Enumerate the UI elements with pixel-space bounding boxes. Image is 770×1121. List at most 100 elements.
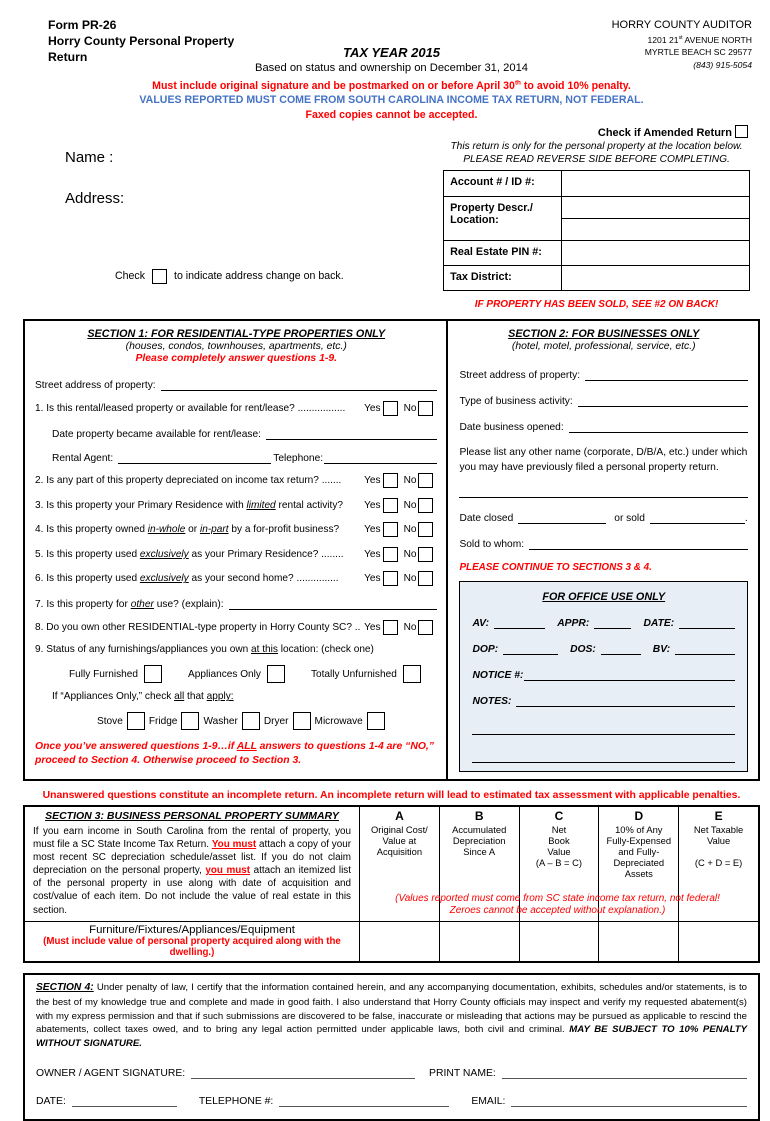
- question-2-no-checkbox[interactable]: [418, 473, 434, 489]
- owner-signature-line[interactable]: [191, 1066, 416, 1080]
- totally-unfurnished-label: Totally Unfurnished: [310, 668, 397, 680]
- date-line-office[interactable]: [679, 616, 735, 629]
- office-use-box: FOR OFFICE USE ONLY AV: APPR: DATE: DOP:…: [459, 580, 748, 772]
- dryer-checkbox[interactable]: [292, 712, 311, 731]
- furniture-value-c-cell[interactable]: [518, 921, 599, 961]
- microwave-checkbox[interactable]: [366, 712, 385, 731]
- property-descr-field-2[interactable]: [562, 219, 749, 240]
- tax-district-field[interactable]: [562, 266, 749, 290]
- question-1-row: 1. Is this rental/leased property or ava…: [35, 400, 437, 416]
- question-2-no-label: No: [403, 475, 417, 487]
- date-line[interactable]: [71, 1094, 177, 1108]
- date-sold-line[interactable]: [649, 511, 745, 524]
- office-notes-row: NOTES:: [472, 694, 735, 707]
- other-name-line[interactable]: [459, 484, 748, 498]
- furnishing-options-row: Fully Furnished Appliances Only Totally …: [69, 665, 437, 684]
- furniture-value-b-cell[interactable]: [438, 921, 519, 961]
- notice-number-line[interactable]: [524, 668, 735, 681]
- question-8-answers: Yes No: [364, 619, 437, 635]
- date-label: DATE:: [36, 1096, 66, 1108]
- telephone-number-line[interactable]: [279, 1094, 450, 1108]
- question-5-text: 5. Is this property used exclusively as …: [35, 548, 344, 560]
- account-id-field[interactable]: [562, 171, 749, 196]
- notice-fax: Faxed copies cannot be accepted.: [305, 108, 478, 121]
- question-8-yes-checkbox[interactable]: [382, 619, 398, 635]
- office-row-1: AV: APPR: DATE:: [472, 616, 735, 629]
- property-descr-field-1[interactable]: [562, 197, 749, 220]
- fully-furnished-checkbox[interactable]: [144, 665, 163, 684]
- washer-checkbox[interactable]: [241, 712, 260, 731]
- business-street-line[interactable]: [585, 368, 748, 382]
- question-6-no-checkbox[interactable]: [418, 571, 434, 587]
- property-descr-label: Property Descr./ Location:: [444, 197, 563, 241]
- question-2-yes-checkbox[interactable]: [382, 473, 398, 489]
- column-c-header: C Net Book Value (A – B = C): [518, 806, 599, 921]
- appliances-only-label: Appliances Only: [188, 668, 261, 680]
- furniture-row: Furniture/Fixtures/Appliances/Equipment …: [25, 920, 758, 961]
- business-activity-label: Type of business activity:: [459, 396, 573, 408]
- telephone-line[interactable]: [324, 451, 438, 464]
- appliances-intro-row: If “Appliances Only,” check all that app…: [52, 691, 437, 702]
- dryer-label: Dryer: [263, 715, 289, 727]
- fridge-checkbox[interactable]: [181, 712, 200, 731]
- question-5-no-checkbox[interactable]: [418, 546, 434, 562]
- sold-to-whom-line[interactable]: [529, 537, 748, 550]
- question-5-answers: Yes No: [364, 546, 437, 562]
- section-3-paragraph: If you earn income in South Carolina fro…: [33, 825, 351, 916]
- question-6-answers: Yes No: [364, 571, 437, 587]
- auditor-address-1: 1201 21st AVENUE NORTH: [647, 34, 753, 45]
- furniture-value-e-cell[interactable]: [678, 921, 758, 961]
- real-estate-pin-field[interactable]: [562, 241, 749, 265]
- business-opened-line[interactable]: [568, 420, 748, 434]
- auditor-name: HORRY COUNTY AUDITOR: [611, 19, 752, 31]
- name-label: Name :: [65, 148, 114, 166]
- question-1-no-checkbox[interactable]: [418, 400, 434, 416]
- notes-extra-line-2[interactable]: [472, 749, 735, 763]
- question-4-no-checkbox[interactable]: [418, 522, 434, 538]
- av-line[interactable]: [494, 616, 546, 629]
- tax-year: TAX YEAR 2015: [342, 45, 441, 60]
- street-address-line[interactable]: [160, 378, 438, 392]
- appr-line[interactable]: [594, 616, 632, 629]
- totally-unfurnished-checkbox[interactable]: [402, 665, 421, 684]
- column-e-header: E Net Taxable Value (C + D = E): [678, 806, 758, 921]
- section-1-subtitle: (houses, condos, townhouses, apartments,…: [125, 341, 347, 353]
- rent-date-line[interactable]: [265, 427, 438, 440]
- address-change-checkbox[interactable]: [152, 268, 168, 284]
- business-activity-line[interactable]: [577, 394, 748, 408]
- amended-return-checkbox[interactable]: [735, 124, 748, 138]
- question-4-answers: Yes No: [364, 522, 437, 538]
- question-4-no-label: No: [403, 524, 417, 536]
- section-2-subtitle: (hotel, motel, professional, service, et…: [511, 341, 696, 353]
- notes-extra-line-1[interactable]: [472, 721, 735, 735]
- furniture-value-d-cell[interactable]: [598, 921, 678, 961]
- question-1-yes-checkbox[interactable]: [382, 400, 398, 416]
- question-3-yes-checkbox[interactable]: [382, 497, 398, 513]
- furniture-row-note: (Must include value of personal property…: [43, 935, 341, 958]
- question-5-yes-label: Yes: [364, 548, 381, 560]
- dop-line[interactable]: [503, 642, 559, 655]
- question-4-yes-checkbox[interactable]: [382, 522, 398, 538]
- question-5-yes-checkbox[interactable]: [382, 546, 398, 562]
- print-name-line[interactable]: [501, 1066, 747, 1080]
- email-line[interactable]: [511, 1094, 747, 1108]
- date-label-office: DATE:: [643, 617, 675, 629]
- dos-line[interactable]: [600, 642, 641, 655]
- street-address-label: Street address of property:: [35, 380, 156, 392]
- form-title-block: Form PR-26 Horry County Personal Propert…: [23, 18, 255, 66]
- rental-agent-line[interactable]: [118, 451, 272, 464]
- question-8-no-checkbox[interactable]: [418, 619, 434, 635]
- question-3-no-checkbox[interactable]: [418, 497, 434, 513]
- notes-line[interactable]: [516, 694, 735, 707]
- date-closed-line[interactable]: [518, 511, 607, 524]
- question-6-yes-checkbox[interactable]: [382, 571, 398, 587]
- question-7-line[interactable]: [228, 597, 438, 611]
- bv-line[interactable]: [675, 642, 736, 655]
- column-a-letter: A: [395, 808, 404, 823]
- appliances-only-checkbox[interactable]: [266, 665, 285, 684]
- furniture-value-a-cell[interactable]: [359, 921, 439, 961]
- account-id-label: Account # / ID #:: [444, 171, 563, 197]
- fully-furnished-label: Fully Furnished: [69, 668, 139, 680]
- stove-checkbox[interactable]: [126, 712, 145, 731]
- property-descr-fields: [562, 197, 749, 240]
